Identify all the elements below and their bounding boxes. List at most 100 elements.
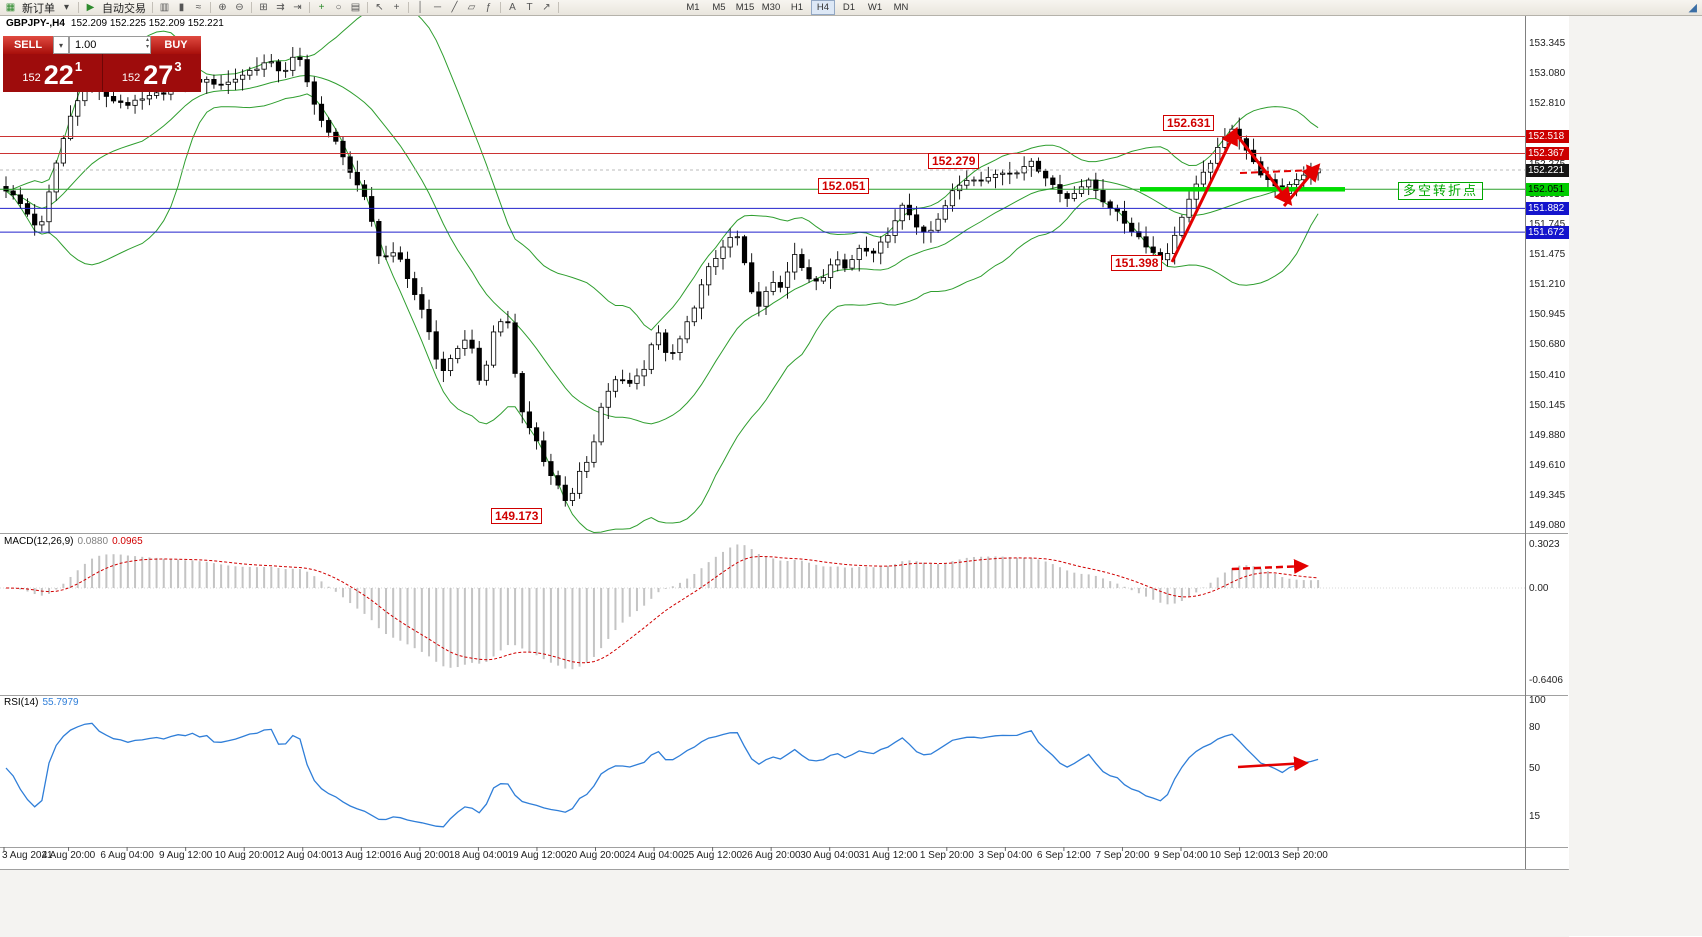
buy-price-sup: 3 [174, 59, 182, 74]
price-axis-label: 151.475 [1529, 249, 1566, 261]
price-axis-badge-green: 152.051 [1526, 182, 1569, 196]
price-axis-label: 151.745 [1529, 218, 1566, 230]
price-axis-label: 152.810 [1529, 98, 1566, 110]
new-order-dropdown-icon[interactable]: ▾ [63, 2, 70, 13]
trendline-icon[interactable]: ╱ [451, 2, 458, 13]
timeframe-h1[interactable]: H1 [790, 2, 804, 13]
zoom-in-icon[interactable]: ⊕ [218, 2, 227, 13]
macd-axis-label: 0.3023 [1529, 539, 1560, 550]
price-tag-object[interactable]: 149.173 [491, 508, 543, 524]
price-tag-object[interactable]: 152.279 [928, 153, 980, 169]
rsi-indicator-label: RSI(14) 55.7979 [4, 697, 79, 708]
candlestick-chart-icon[interactable]: ▮ [178, 2, 185, 13]
rsi-value: 55.7979 [42, 697, 79, 708]
sell-price-sup: 1 [74, 59, 83, 74]
price-axis-label: 150.410 [1529, 369, 1566, 381]
timeframe-m15[interactable]: M15 [735, 2, 755, 13]
arrow-tools-icon[interactable]: ↗ [542, 2, 551, 13]
price-axis-badge-blue: 151.882 [1526, 201, 1569, 215]
time-axis-label: 13 Aug 12:00 [331, 850, 391, 861]
time-axis-label: 19 Aug 12:00 [507, 850, 567, 861]
templates-icon[interactable]: ▤ [350, 2, 361, 13]
buy-price-display[interactable]: 152 27 3 [103, 54, 202, 92]
auto-scroll-icon[interactable]: ⇉ [276, 2, 285, 13]
tile-windows-icon[interactable]: ⊞ [259, 2, 268, 13]
price-axis-label: 150.145 [1529, 399, 1566, 411]
periods-icon[interactable]: ○ [335, 2, 342, 13]
time-axis-label: 20 Aug 20:00 [566, 850, 625, 861]
vertical-line-icon[interactable]: │ [417, 2, 424, 13]
toolbar-separator [558, 2, 559, 13]
price-tag-object[interactable]: 152.631 [1163, 115, 1215, 131]
time-axis-label: 25 Aug 12:00 [683, 850, 743, 861]
chart-background [0, 16, 1569, 869]
price-axis-label: 149.880 [1529, 429, 1566, 441]
price-axis-label: 153.345 [1529, 38, 1566, 49]
scroll-corner-icon[interactable]: ◢ [1688, 2, 1697, 14]
sell-price-display[interactable]: 152 22 1 [3, 54, 103, 92]
price-axis-label: 149.610 [1529, 460, 1566, 472]
time-axis-label: 3 Sep 04:00 [978, 850, 1033, 861]
toolbar-separator [78, 2, 79, 13]
bottom-gutter [0, 869, 1569, 937]
zoom-out-icon[interactable]: ⊖ [235, 2, 244, 13]
horizontal-line-icon[interactable]: ─ [433, 2, 442, 13]
turning-point-note[interactable]: 多空转折点 [1398, 182, 1484, 200]
spinner-down-icon[interactable]: ▾ [145, 44, 149, 50]
macd-signal-value: 0.0965 [112, 536, 143, 547]
price-axis-label: 153.080 [1529, 67, 1566, 79]
new-order-icon[interactable]: ▦ [5, 2, 16, 13]
timeframe-h4[interactable]: H4 [811, 0, 835, 15]
timeframe-d1[interactable]: D1 [842, 2, 856, 13]
timeframe-w1[interactable]: W1 [867, 2, 883, 13]
sell-price-prefix: 152 [22, 72, 41, 84]
rsi-axis-label: 80 [1529, 722, 1541, 733]
rsi-axis-label: 50 [1529, 763, 1541, 774]
crosshair-icon[interactable]: + [393, 2, 400, 13]
macd-name: MACD(12,26,9) [4, 536, 74, 547]
ohlc-values: 152.209 152.225 152.209 152.221 [70, 18, 224, 29]
price-axis-label: 151.210 [1529, 279, 1566, 291]
chart-shift-icon[interactable]: ⇥ [293, 2, 302, 13]
volume-value: 1.00 [75, 39, 97, 51]
new-order-label[interactable]: 新订单 [22, 2, 55, 15]
cursor-icon[interactable]: ↖ [375, 2, 384, 13]
volume-spinner[interactable]: ▴ ▾ [146, 37, 149, 51]
volume-dropdown[interactable]: ▾ [53, 36, 69, 54]
timeframe-m1[interactable]: M1 [686, 2, 700, 13]
time-axis-label: 1 Sep 20:00 [919, 850, 974, 861]
time-axis-label: 13 Sep 20:00 [1268, 850, 1328, 861]
timeframe-m5[interactable]: M5 [712, 2, 726, 13]
equidistant-channel-icon[interactable]: ▱ [467, 2, 476, 13]
line-chart-icon[interactable]: ≈ [195, 2, 202, 13]
bar-chart-icon[interactable]: ▥ [159, 2, 170, 13]
price-axis-label: 149.080 [1529, 520, 1566, 531]
price-axis-badge-red: 152.367 [1526, 147, 1569, 161]
time-axis-label: 30 Aug 04:00 [800, 850, 860, 861]
buy-price-big: 27 [143, 60, 174, 90]
buy-price-prefix: 152 [121, 72, 141, 84]
spinner-up-icon[interactable]: ▴ [145, 37, 149, 43]
volume-input[interactable]: 1.00 ▴ ▾ [69, 36, 151, 54]
time-axis-label: 6 Sep 12:00 [1036, 850, 1091, 861]
price-axis-label: 150.945 [1529, 309, 1566, 321]
sell-button[interactable]: SELL [3, 36, 53, 54]
price-tag-object[interactable]: 152.051 [818, 178, 870, 194]
price-tag-object[interactable]: 151.398 [1111, 255, 1163, 271]
text-icon[interactable]: A [509, 2, 516, 13]
auto-trading-label[interactable]: 自动交易 [102, 2, 146, 15]
auto-trading-icon[interactable]: ▶ [86, 2, 95, 13]
toolbar-separator [251, 2, 252, 13]
price-axis-label: 150.680 [1529, 339, 1566, 351]
timeframe-mn[interactable]: MN [893, 2, 909, 13]
buy-button[interactable]: BUY [151, 36, 201, 54]
fibonacci-icon[interactable]: ƒ [485, 2, 492, 13]
rsi-axis-label: 15 [1529, 811, 1541, 822]
timeframe-m30[interactable]: M30 [761, 2, 781, 13]
indicators-icon[interactable]: + [318, 2, 325, 13]
time-axis-label: 3 Aug 2021 [2, 850, 53, 861]
time-axis-label: 9 Sep 04:00 [1154, 850, 1208, 861]
text-label-icon[interactable]: T [526, 2, 533, 13]
time-axis-label: 26 Aug 20:00 [741, 850, 801, 861]
